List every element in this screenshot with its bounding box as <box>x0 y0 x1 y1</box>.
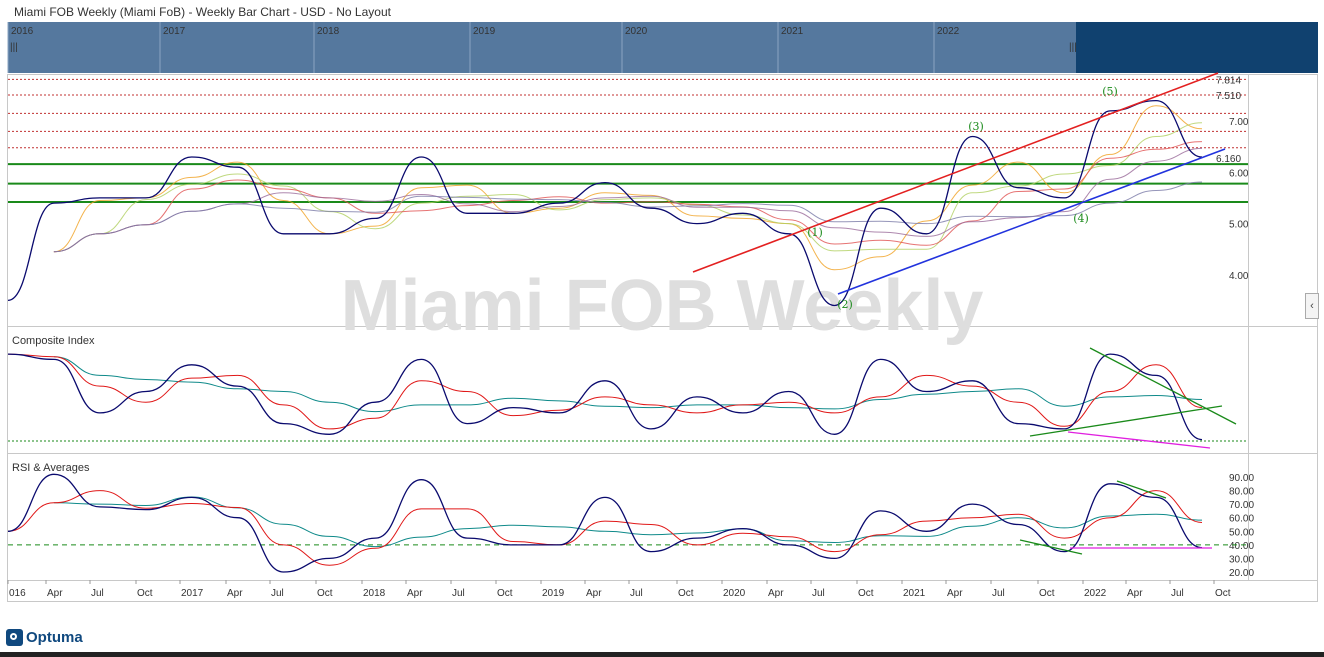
price-panel: 4.00 5.00 6.00 7.00 7.814 7.510 6.160 Miami FOB… <box>7 72 1249 346</box>
price-level-label: 7.510 <box>1216 91 1241 102</box>
x-axis-label: Apr <box>47 588 63 599</box>
x-axis-label: Jul <box>271 588 284 599</box>
x-axis-label: Oct <box>1039 588 1055 599</box>
x-axis-label: 2019 <box>542 588 565 599</box>
date-navigator[interactable]: 2016 2017 2018 2019 2020 2021 2022 ||| ||| <box>7 22 1318 73</box>
rsi-y-tick: 30.00 <box>1229 554 1254 565</box>
composite-divergence-line <box>1067 431 1211 449</box>
x-axis-label: Oct <box>317 588 333 599</box>
bottom-border <box>0 652 1324 657</box>
navigator-year-label: 2020 <box>625 26 648 37</box>
composite-panel-title: Composite Index <box>12 335 95 347</box>
x-axis-label: 2020 <box>723 588 746 599</box>
navigator-year-label: 2019 <box>473 26 496 37</box>
navigator-year-label: 2021 <box>781 26 804 37</box>
x-axis-label: Jul <box>1171 588 1184 599</box>
composite-trendline-down <box>1089 347 1237 425</box>
price-moving-average-line <box>53 141 1203 253</box>
chart-frame <box>7 74 1318 602</box>
optuma-logo: Optuma <box>6 629 83 646</box>
elliott-wave-label: (3) <box>968 120 984 133</box>
x-axis-label: Apr <box>227 588 243 599</box>
navigator-year-label: 2016 <box>11 26 34 37</box>
chart-title: Miami FOB Weekly (Miami FoB) - Weekly Ba… <box>14 5 391 19</box>
elliott-wave-label: (5) <box>1102 85 1118 98</box>
x-axis-label: 2017 <box>181 588 204 599</box>
x-axis-label: Jul <box>812 588 825 599</box>
rsi-slow-average <box>53 496 1203 548</box>
navigator-range[interactable] <box>8 22 1076 73</box>
price-line <box>7 99 1203 307</box>
navigator-left-handle[interactable]: ||| <box>10 42 18 53</box>
x-axis-label: Apr <box>407 588 423 599</box>
x-axis-label: Oct <box>137 588 153 599</box>
rsi-panel: RSI & Averages 90.00 80.00 70.00 60.00 50.00 4… <box>7 462 1254 579</box>
elliott-wave-label: (2) <box>837 298 853 311</box>
price-y-tick: 7.00 <box>1229 117 1249 128</box>
x-axis: 016 Apr Jul Oct 2017 Apr Jul Oct 2018 Apr Jul Oct 20… <box>7 580 1231 599</box>
x-axis-label: Jul <box>91 588 104 599</box>
navigator-year-label: 2018 <box>317 26 340 37</box>
x-axis-label: Oct <box>1215 588 1231 599</box>
navigator-right-handle[interactable]: ||| <box>1069 42 1077 53</box>
composite-index-panel: Composite Index <box>7 335 1248 449</box>
elliott-wave-label: (4) <box>1073 212 1089 225</box>
optuma-logo-icon <box>6 629 23 646</box>
rsi-y-tick: 80.00 <box>1229 487 1254 498</box>
navigator-future <box>1076 22 1318 73</box>
x-axis-label: Oct <box>497 588 513 599</box>
rsi-y-tick: 20.00 <box>1229 568 1254 579</box>
rsi-y-tick: 50.00 <box>1229 527 1254 538</box>
price-y-tick: 5.00 <box>1229 220 1249 231</box>
x-axis-label: Apr <box>947 588 963 599</box>
rsi-line <box>7 473 1203 573</box>
rsi-y-tick: 60.00 <box>1229 514 1254 525</box>
price-moving-average-line <box>53 181 1203 253</box>
x-axis-label: Oct <box>678 588 694 599</box>
optuma-logo-text: Optuma <box>26 629 83 646</box>
composite-trendline-up <box>1029 405 1223 437</box>
composite-slow-average <box>53 356 1203 413</box>
collapse-panel-button[interactable]: ‹ <box>1305 293 1319 319</box>
x-axis-label: Jul <box>452 588 465 599</box>
rsi-y-tick: 70.00 <box>1229 500 1254 511</box>
watermark-text: Miami FOB Weekly <box>341 266 984 346</box>
resistance-trendline <box>692 72 1219 273</box>
rsi-trendline-down <box>1116 480 1167 499</box>
x-axis-label: Apr <box>1127 588 1143 599</box>
composite-index-line <box>7 353 1203 441</box>
navigator-year-label: 2017 <box>163 26 186 37</box>
navigator-year-label: 2022 <box>937 26 960 37</box>
x-axis-label: Oct <box>858 588 874 599</box>
support-trendline <box>837 148 1226 295</box>
x-axis-label: 2022 <box>1084 588 1107 599</box>
rsi-trendline-low <box>1019 539 1083 555</box>
composite-fast-average <box>7 353 1203 430</box>
x-axis-label: 2018 <box>363 588 386 599</box>
x-axis-label: Jul <box>630 588 643 599</box>
price-y-tick: 4.00 <box>1229 271 1249 282</box>
x-axis-label: Apr <box>768 588 784 599</box>
x-axis-label: 2021 <box>903 588 926 599</box>
rsi-panel-title: RSI & Averages <box>12 462 90 474</box>
rsi-fast-average <box>7 490 1203 566</box>
price-level-label: 6.160 <box>1216 154 1241 165</box>
price-level-label: 7.814 <box>1216 75 1241 86</box>
x-axis-label: Apr <box>586 588 602 599</box>
x-axis-label: 016 <box>9 588 26 599</box>
rsi-y-tick: 40.00 <box>1229 541 1254 552</box>
price-moving-average-line <box>53 122 1203 253</box>
rsi-y-tick: 90.00 <box>1229 473 1254 484</box>
x-axis-label: Jul <box>992 588 1005 599</box>
price-moving-average-line <box>53 105 1203 271</box>
elliott-wave-label: (1) <box>807 226 823 239</box>
price-y-tick: 6.00 <box>1229 168 1249 179</box>
